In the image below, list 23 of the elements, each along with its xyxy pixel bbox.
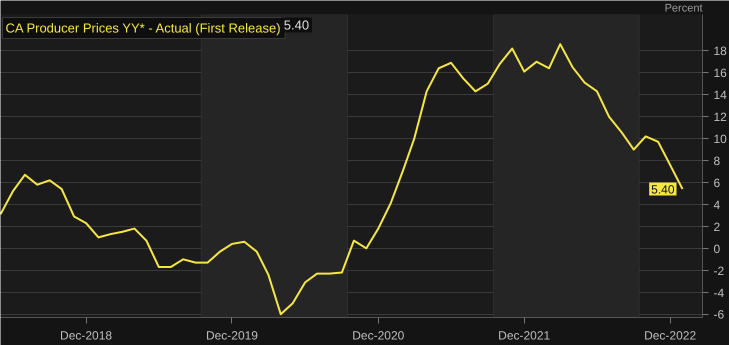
- x-tick-label: Dec-2022: [644, 328, 696, 342]
- y-tick-label: 18: [714, 44, 728, 58]
- text: CA Producer Prices YY* - Actual (First Release): [6, 20, 281, 36]
- data-label: 5.40: [651, 182, 675, 197]
- y-axis-title: Percent: [664, 2, 703, 14]
- y-tick-label: -2: [714, 264, 724, 278]
- y-tick-label: 0: [714, 242, 720, 256]
- y-tick-label: 12: [714, 110, 728, 124]
- y-tick-label: 8: [714, 154, 720, 168]
- y-tick-label: 16: [714, 66, 728, 80]
- y-tick-label: 10: [714, 132, 728, 146]
- y-tick-label: 2: [714, 220, 720, 234]
- line-series: [0, 43, 684, 316]
- annotation: 5.40: [284, 18, 310, 32]
- y-tick-label: 6: [714, 176, 720, 190]
- x-tick-label: Dec-2019: [206, 328, 258, 342]
- y-tick-label: 14: [714, 88, 728, 102]
- y-tick-label: -4: [714, 286, 724, 300]
- y-tick-label: 4: [714, 198, 720, 212]
- x-tick-label: Dec-2021: [498, 328, 551, 342]
- x-tick-label: Dec-2020: [352, 328, 405, 342]
- x-tick-label: Dec-2018: [60, 328, 112, 342]
- y-tick-label: -6: [714, 308, 724, 322]
